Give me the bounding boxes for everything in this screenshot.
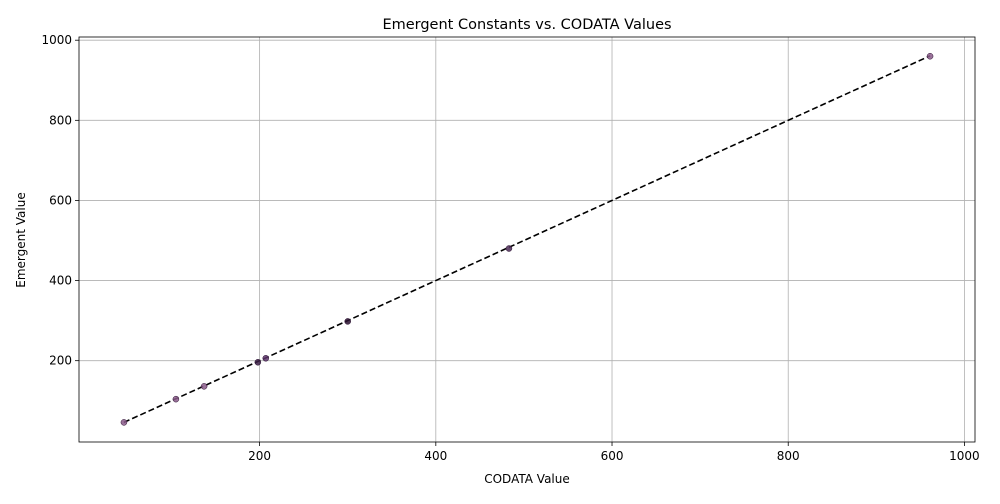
y-tick-label: 400 [49,274,72,288]
x-tick-label: 1000 [949,449,980,463]
y-tick-label: 200 [49,354,72,368]
reference-line [123,55,931,424]
data-point [505,245,513,252]
chart-title: Emergent Constants vs. CODATA Values [382,17,671,33]
data-point [172,395,180,403]
data-point [344,318,351,325]
data-point [254,359,262,366]
y-tick-label: 800 [49,113,72,127]
x-axis-label: CODATA Value [484,472,570,486]
data-points [120,52,934,426]
y-tick-label: 600 [49,193,72,207]
grid [79,37,975,442]
data-point [926,52,934,60]
y-axis-label: Emergent Value [14,192,28,287]
x-tick-label: 200 [248,449,271,463]
reference-line-layer [123,55,931,424]
y-tick-label: 1000 [41,33,72,47]
data-point [200,383,208,390]
data-point [120,419,128,426]
axis-ticks: 200 400 600 800 1000 200 400 600 800 1000 [41,33,979,463]
x-tick-label: 800 [777,449,800,463]
x-tick-label: 400 [424,449,447,463]
data-point [262,355,270,362]
x-tick-label: 600 [601,449,624,463]
plot-frame [78,36,976,443]
